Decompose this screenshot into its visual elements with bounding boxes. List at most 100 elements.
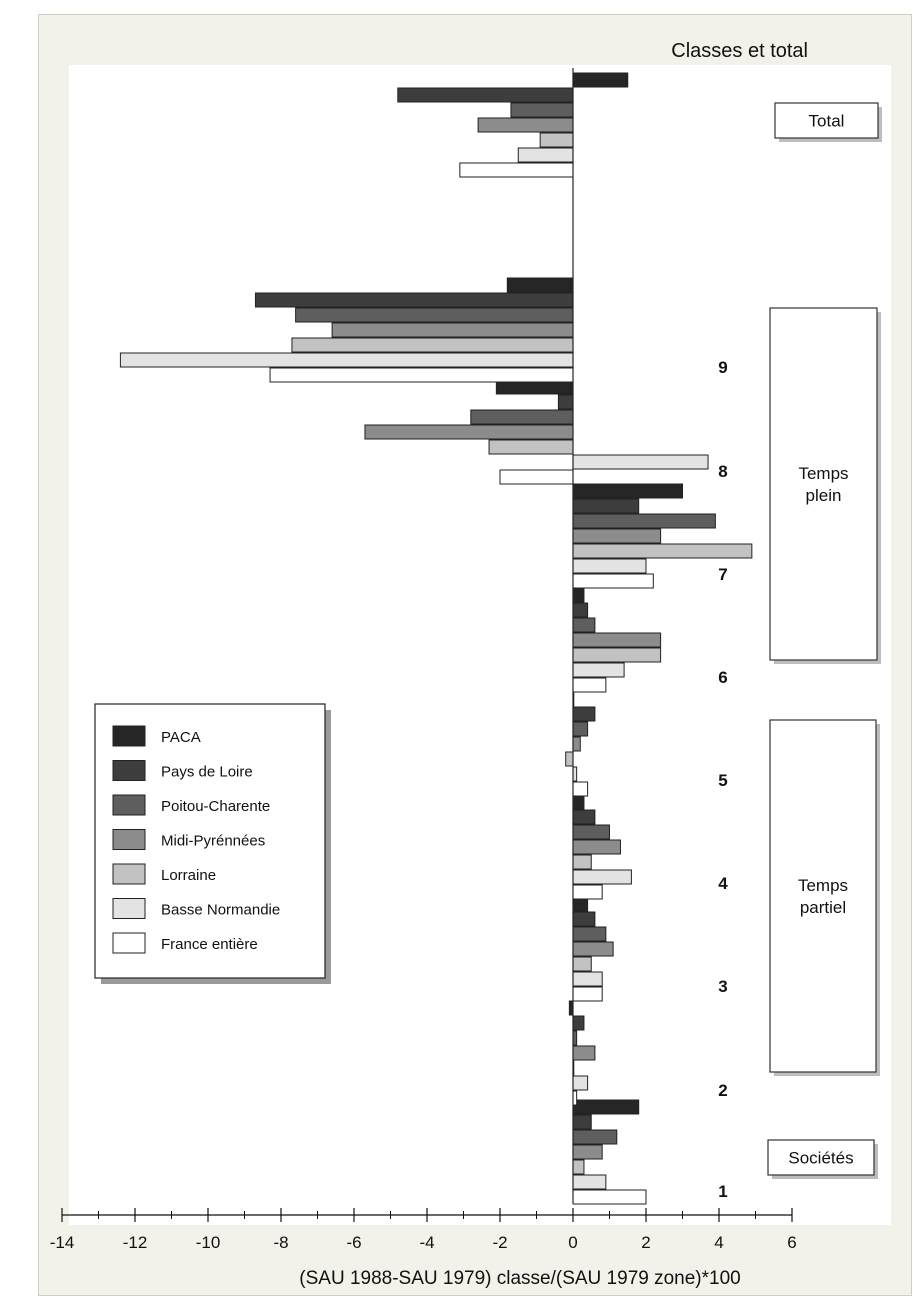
- bar-midi-pyr-nn-es-6: [572, 632, 662, 648]
- legend-swatch: [112, 760, 146, 781]
- bar-basse-normandie-total: [517, 147, 574, 163]
- bar-pays-de-loire-8: [557, 394, 574, 410]
- legend-swatch: [112, 932, 146, 954]
- x-tick-label: -10: [196, 1233, 221, 1252]
- legend-swatch: [112, 725, 146, 747]
- group-label: plein: [806, 486, 842, 505]
- bar-lorraine-9: [291, 337, 574, 353]
- x-tick-label: -12: [123, 1233, 148, 1252]
- bar-basse-normandie-3: [572, 971, 603, 987]
- legend-swatch: [112, 898, 146, 919]
- bar-paca-6: [572, 587, 585, 603]
- legend-swatch: [112, 863, 146, 885]
- legend-swatch: [112, 829, 146, 850]
- group-box: [769, 307, 878, 661]
- bar-poitou-charente-3: [572, 926, 607, 942]
- x-tick-label: -4: [419, 1233, 434, 1252]
- x-tick-label: 4: [714, 1233, 723, 1252]
- bar-pays-de-loire-total: [397, 87, 574, 103]
- bar-basse-normandie-8: [572, 454, 709, 470]
- x-tick-label: -8: [273, 1233, 288, 1252]
- class-label-9: 9: [718, 358, 727, 377]
- class-label-7: 7: [718, 565, 727, 584]
- class-label-4: 4: [718, 874, 728, 893]
- bar-basse-normandie-1: [572, 1174, 607, 1190]
- group-box: [767, 1139, 875, 1176]
- x-tick-label: -14: [50, 1233, 75, 1252]
- bar-midi-pyr-nn-es-4: [572, 839, 621, 855]
- bar-poitou-charente-1: [572, 1129, 618, 1145]
- bar-lorraine-8: [488, 439, 574, 455]
- legend-label: Poitou-Charente: [161, 798, 270, 815]
- bar-pays-de-loire-6: [572, 602, 589, 618]
- bar-france-enti-re-9: [269, 367, 574, 383]
- bar-basse-normandie-2: [572, 1075, 589, 1091]
- bar-lorraine-4: [572, 854, 592, 870]
- bar-pays-de-loire-4: [572, 809, 596, 825]
- legend-label: France entière: [161, 936, 258, 953]
- x-tick-label: 2: [641, 1233, 650, 1252]
- group-label: Temps: [798, 876, 848, 895]
- class-label-3: 3: [718, 977, 727, 996]
- bar-basse-normandie-7: [572, 558, 647, 574]
- bar-midi-pyr-nn-es-3: [572, 941, 614, 957]
- bar-lorraine-5: [565, 751, 574, 767]
- bar-poitou-charente-8: [470, 409, 574, 425]
- x-axis-label: (SAU 1988-SAU 1979) classe/(SAU 1979 zon…: [299, 1268, 740, 1289]
- bar-midi-pyr-nn-es-8: [364, 424, 574, 440]
- class-label-2: 2: [718, 1081, 727, 1100]
- x-tick-label: 0: [568, 1233, 577, 1252]
- bar-poitou-charente-7: [572, 513, 716, 529]
- group-label: Temps: [798, 464, 848, 483]
- class-label-6: 6: [718, 668, 727, 687]
- bar-france-enti-re-3: [572, 986, 603, 1002]
- class-label-5: 5: [718, 771, 727, 790]
- x-tick-label: 6: [787, 1233, 796, 1252]
- class-label-8: 8: [718, 462, 727, 481]
- group-box: [774, 102, 879, 139]
- class-label-1: 1: [718, 1182, 727, 1201]
- bar-midi-pyr-nn-es-9: [331, 322, 574, 338]
- legend-label: Midi-Pyrénnées: [161, 833, 265, 850]
- bar-france-enti-re-total: [459, 162, 574, 178]
- group-label: Total: [809, 112, 845, 131]
- bar-poitou-charente-total: [510, 102, 574, 118]
- bar-lorraine-1: [572, 1159, 585, 1175]
- bar-basse-normandie-4: [572, 869, 632, 885]
- bar-paca-1: [572, 1099, 640, 1115]
- bar-lorraine-7: [572, 543, 753, 559]
- bar-pays-de-loire-1: [572, 1114, 592, 1130]
- bar-midi-pyr-nn-es-1: [572, 1144, 603, 1160]
- bar-paca-total: [572, 72, 629, 88]
- legend-label: PACA: [161, 729, 201, 746]
- bar-lorraine-6: [572, 647, 662, 663]
- bar-france-enti-re-7: [572, 573, 654, 589]
- bar-midi-pyr-nn-es-5: [572, 736, 581, 752]
- group-label: Sociétés: [788, 1149, 853, 1168]
- bar-france-enti-re-8: [499, 469, 574, 485]
- bar-poitou-charente-4: [572, 824, 610, 840]
- bar-paca-4: [572, 794, 585, 810]
- chart-title: Classes et total: [671, 40, 808, 62]
- bar-midi-pyr-nn-es-2: [572, 1045, 596, 1061]
- group-box: [769, 719, 877, 1073]
- chart-frame: [38, 14, 912, 1296]
- bar-poitou-charente-5: [572, 721, 589, 737]
- bar-midi-pyr-nn-es-total: [477, 117, 574, 133]
- bar-pays-de-loire-9: [254, 292, 574, 308]
- bar-france-enti-re-1: [572, 1189, 647, 1205]
- bar-midi-pyr-nn-es-7: [572, 528, 662, 544]
- bar-poitou-charente-9: [295, 307, 574, 323]
- bar-pays-de-loire-7: [572, 498, 640, 514]
- legend-label: Lorraine: [161, 867, 216, 884]
- bar-lorraine-total: [539, 132, 574, 148]
- x-tick-label: -6: [346, 1233, 361, 1252]
- bar-pays-de-loire-2: [572, 1015, 585, 1031]
- bar-pays-de-loire-5: [572, 706, 596, 722]
- legend-swatch: [112, 794, 146, 816]
- bar-paca-9: [506, 277, 574, 293]
- bar-basse-normandie-6: [572, 662, 625, 678]
- bar-lorraine-3: [572, 956, 592, 972]
- bar-france-enti-re-5: [572, 781, 589, 797]
